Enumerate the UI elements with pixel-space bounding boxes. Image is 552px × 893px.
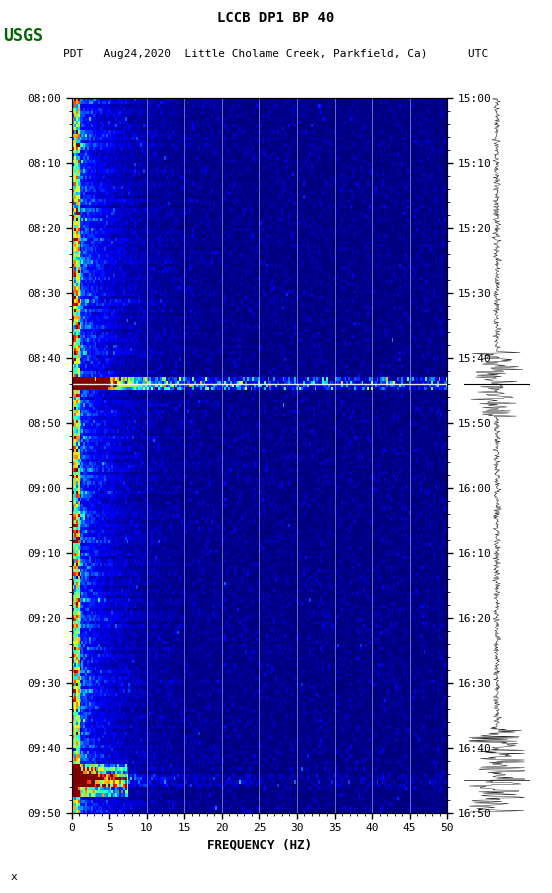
Text: x: x bbox=[11, 872, 18, 881]
X-axis label: FREQUENCY (HZ): FREQUENCY (HZ) bbox=[207, 839, 312, 852]
Text: LCCB DP1 BP 40: LCCB DP1 BP 40 bbox=[217, 11, 335, 25]
Text: USGS: USGS bbox=[3, 27, 43, 45]
Text: PDT   Aug24,2020  Little Cholame Creek, Parkfield, Ca)      UTC: PDT Aug24,2020 Little Cholame Creek, Par… bbox=[63, 49, 489, 59]
